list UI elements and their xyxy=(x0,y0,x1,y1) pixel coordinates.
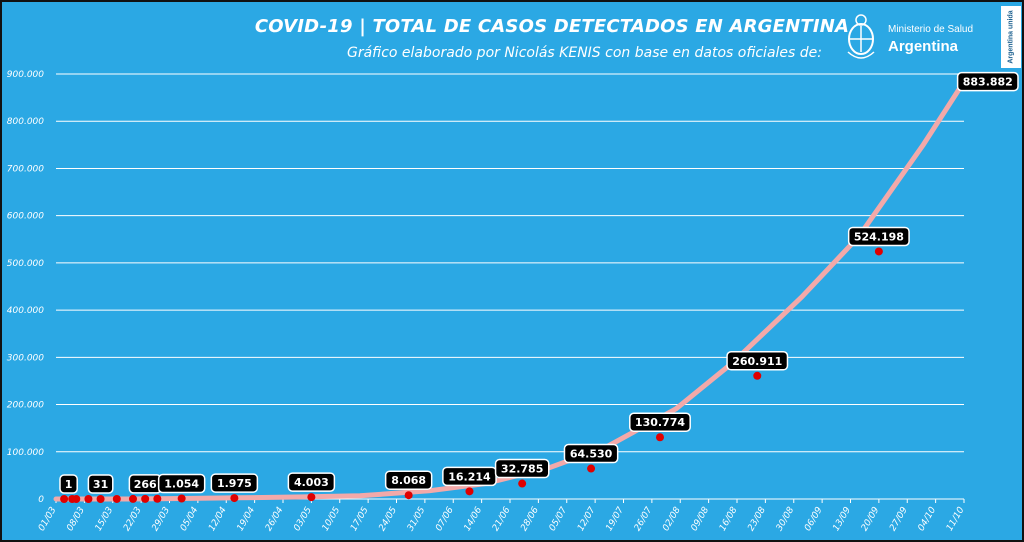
data-point xyxy=(177,494,186,503)
value-label: 4.003 xyxy=(294,476,329,489)
x-tick-label: 10/05 xyxy=(321,505,343,533)
value-label: 130.774 xyxy=(635,416,685,429)
x-tick-label: 21/06 xyxy=(491,505,513,533)
argentina-unida-badge: Argentina unida xyxy=(1001,6,1021,68)
value-label: 266 xyxy=(134,478,157,491)
data-point xyxy=(230,494,239,503)
y-tick-label: 800.000 xyxy=(7,117,44,127)
x-tick-label: 14/06 xyxy=(463,505,485,533)
ministry-name: Ministerio de Salud xyxy=(888,24,974,35)
value-label-box xyxy=(87,474,114,494)
x-tick-label: 22/03 xyxy=(122,505,144,533)
value-label: 32.785 xyxy=(501,463,543,476)
data-point xyxy=(753,371,762,380)
data-point xyxy=(96,494,105,503)
badge-text: Argentina unida xyxy=(1007,10,1015,64)
value-label-box xyxy=(157,473,206,494)
ministry-logo: Ministerio de Salud Argentina xyxy=(844,12,974,68)
chart-subtitle: Gráfico elaborado por Nicolás KENIS con … xyxy=(346,45,822,61)
value-label: 31 xyxy=(93,478,108,491)
y-tick-label: 900.000 xyxy=(7,70,44,80)
x-tick-label: 15/03 xyxy=(94,505,116,533)
y-tick-label: 700.000 xyxy=(7,164,44,174)
x-tick-label: 19/04 xyxy=(236,505,258,533)
argentina-seal-icon xyxy=(847,14,875,59)
x-tick-label: 08/03 xyxy=(65,505,87,533)
y-tick-label: 500.000 xyxy=(7,259,44,269)
data-point xyxy=(655,433,664,442)
value-label-box xyxy=(563,443,619,464)
x-tick-label: 03/05 xyxy=(292,505,314,533)
y-tick-label: 0 xyxy=(38,495,44,505)
data-point xyxy=(404,491,413,500)
value-label-box xyxy=(726,351,789,371)
x-tick-label: 04/10 xyxy=(917,505,939,533)
x-tick-label: 19/07 xyxy=(604,505,626,533)
value-label: 260.911 xyxy=(732,355,782,368)
data-point xyxy=(72,494,81,503)
x-tick-label: 27/09 xyxy=(888,505,910,533)
x-tick-label: 06/09 xyxy=(803,505,825,533)
data-point xyxy=(465,487,474,496)
data-point xyxy=(60,494,69,503)
x-tick-label: 05/04 xyxy=(179,505,201,533)
y-tick-label: 200.000 xyxy=(7,401,44,411)
value-label: 64.530 xyxy=(570,448,613,461)
value-label: 16.214 xyxy=(448,470,491,483)
value-label: 1.975 xyxy=(217,477,252,490)
data-point xyxy=(153,494,162,503)
y-tick-label: 300.000 xyxy=(7,353,44,363)
value-label-box xyxy=(210,473,259,493)
y-tick-label: 400.000 xyxy=(7,306,44,316)
x-tick-label: 07/06 xyxy=(434,505,456,533)
x-tick-label: 12/07 xyxy=(576,505,598,533)
value-label: 1 xyxy=(65,478,73,491)
x-tick-label: 09/08 xyxy=(690,505,712,533)
country-name: Argentina xyxy=(888,38,959,55)
value-label-box xyxy=(384,470,433,490)
value-label-box xyxy=(287,472,336,492)
x-tick-label: 30/08 xyxy=(775,505,797,533)
data-point xyxy=(874,247,883,256)
x-tick-label: 01/03 xyxy=(37,505,59,533)
x-tick-label: 05/07 xyxy=(548,505,570,533)
value-label: 524.198 xyxy=(854,230,904,243)
x-tick-label: 11/10 xyxy=(945,505,967,533)
value-label: 8.068 xyxy=(391,474,426,487)
x-tick-label: 31/05 xyxy=(406,505,428,533)
value-label-box xyxy=(494,458,550,479)
data-point xyxy=(307,493,316,502)
y-tick-label: 100.000 xyxy=(7,448,44,458)
series-line xyxy=(53,79,967,502)
value-label-box xyxy=(59,474,78,494)
data-point xyxy=(518,479,527,488)
data-point xyxy=(129,494,138,503)
chart-title: COVID-19 | TOTAL DE CASOS DETECTADOS EN … xyxy=(254,16,850,37)
value-label: 1.054 xyxy=(164,478,199,491)
x-tick-label: 23/08 xyxy=(746,505,768,533)
x-tick-label: 16/08 xyxy=(718,505,740,533)
x-tick-label: 12/04 xyxy=(207,505,229,533)
value-label-box xyxy=(629,412,691,432)
data-point xyxy=(84,494,93,503)
x-tick-label: 17/05 xyxy=(349,505,371,533)
data-point xyxy=(141,494,150,503)
x-tick-label: 29/03 xyxy=(150,505,172,533)
y-tick-label: 600.000 xyxy=(7,212,44,222)
data-point xyxy=(112,494,121,503)
value-label: 883.882 xyxy=(963,76,1013,89)
x-tick-label: 26/07 xyxy=(633,505,655,533)
x-tick-label: 28/06 xyxy=(519,505,541,533)
value-label-box xyxy=(847,226,910,247)
data-point xyxy=(587,464,596,473)
x-tick-label: 24/05 xyxy=(377,505,399,533)
x-tick-label: 26/04 xyxy=(264,505,286,533)
x-tick-label: 20/09 xyxy=(860,505,882,533)
x-tick-label: 13/09 xyxy=(831,505,853,533)
x-tick-label: 02/08 xyxy=(661,505,683,533)
value-label-box xyxy=(956,71,1019,92)
